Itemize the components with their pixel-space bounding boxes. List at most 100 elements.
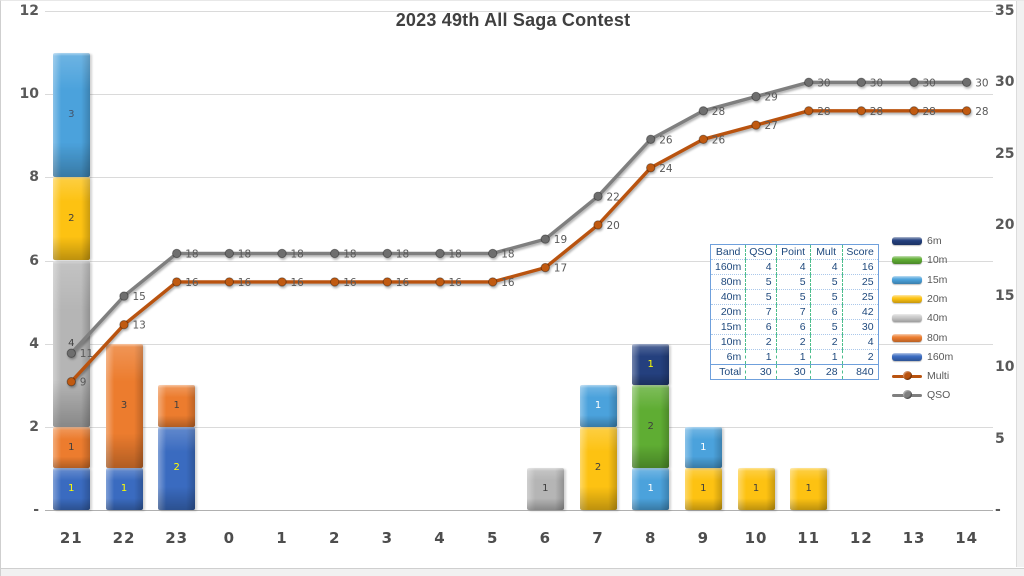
gridline <box>45 11 993 12</box>
multi-marker <box>856 106 866 116</box>
bar-segment-6m-8h <box>632 343 670 386</box>
qso-marker <box>751 91 761 102</box>
qso-data-label: 30 <box>870 77 883 89</box>
table-cell: 2 <box>809 334 843 350</box>
left-axis-tick: - <box>33 502 39 518</box>
right-axis-tick: 10 <box>995 359 1015 376</box>
qso-marker <box>277 248 287 259</box>
table-cell: 4 <box>775 259 811 275</box>
table-row-80m: 80m 5 5 5 25 <box>710 274 879 290</box>
qso-marker <box>435 248 445 259</box>
bar-segment-40m-6h <box>526 468 564 510</box>
table-cell: 25 <box>841 274 879 290</box>
table-cell: 7 <box>745 304 777 320</box>
window-edge-right <box>1016 1 1024 567</box>
table-row-20m: 20m 7 7 6 42 <box>710 304 879 320</box>
bar-segment-160m-22h <box>105 468 143 510</box>
x-axis-label: 11 <box>797 529 821 547</box>
x-axis-label: 6 <box>539 529 552 547</box>
bar-segment-160m-23h <box>158 426 196 510</box>
multi-marker <box>804 106 814 116</box>
gridline <box>45 177 993 179</box>
table-cell: 20m <box>710 304 746 320</box>
multi-marker <box>909 106 919 116</box>
multi-line-series <box>66 106 972 387</box>
table-cell: 6 <box>775 319 811 335</box>
legend-label: 15m <box>927 273 948 286</box>
x-axis-label: 2 <box>328 529 341 547</box>
legend-item-6m: 6m <box>892 232 942 250</box>
160m-series-swatch-icon <box>892 352 922 361</box>
table-header-cell: Band <box>715 246 741 258</box>
table-row-40m: 40m 5 5 5 25 <box>710 289 879 305</box>
table-cell: 6 <box>745 319 777 335</box>
multi-marker <box>488 277 498 287</box>
table-cell: 16 <box>841 259 879 275</box>
qso-data-label: 18 <box>238 248 251 260</box>
table-cell: 1 <box>775 349 811 365</box>
multi-marker <box>646 163 656 173</box>
table-cell: 2 <box>775 334 811 350</box>
qso-series-line-icon <box>892 386 922 404</box>
qso-marker <box>540 234 550 244</box>
table-row-10m: 10m 2 2 2 4 <box>710 334 879 350</box>
left-axis-tick: 12 <box>19 3 39 19</box>
table-cell: 6m <box>710 349 746 365</box>
qso-data-label: 30 <box>975 77 988 89</box>
qso-marker <box>172 248 182 259</box>
bar-segment-15m-9h <box>684 426 722 469</box>
legend-label: QSO <box>927 389 951 402</box>
qso-data-label: 28 <box>712 106 725 118</box>
window-edge-bottom <box>1 568 1024 576</box>
bar-segment-20m-11h <box>790 468 828 510</box>
x-axis-label: 12 <box>849 529 873 547</box>
table-cell: 5 <box>745 274 777 290</box>
bar-segment-20m-21h <box>52 177 90 261</box>
table-cell: 25 <box>841 289 879 305</box>
left-axis-tick: 6 <box>29 252 39 269</box>
bar-segment-80m-23h <box>158 385 196 427</box>
multi-data-label: 28 <box>817 106 830 118</box>
multi-data-label: 24 <box>659 163 673 175</box>
legend-item-160m: 160m <box>892 348 953 366</box>
qso-data-label: 18 <box>343 248 356 260</box>
multi-data-label: 28 <box>923 106 936 118</box>
qso-marker <box>119 291 129 301</box>
multi-data-label: 16 <box>396 277 410 289</box>
x-axis-label: 0 <box>223 529 236 547</box>
multi-data-label: 17 <box>554 263 567 275</box>
legend-label: 160m <box>927 350 954 363</box>
table-cell: 5 <box>809 319 843 335</box>
gridline <box>45 426 993 428</box>
legend-line-marker <box>903 371 912 381</box>
qso-data-label: 18 <box>291 248 304 260</box>
table-header-cell: QSO <box>745 244 777 260</box>
qso-marker <box>382 248 392 259</box>
table-cell: 4 <box>745 259 777 275</box>
x-axis-label: 21 <box>59 529 83 547</box>
bar-segment-20m-9h <box>684 468 722 510</box>
multi-line <box>70 109 967 383</box>
bar-segment-80m-22h <box>105 343 143 469</box>
multi-marker <box>751 120 761 130</box>
right-axis-tick: 25 <box>995 145 1015 162</box>
x-axis-line <box>45 510 993 511</box>
bar-segment-20m-10h <box>737 468 775 510</box>
multi-data-label: 16 <box>291 277 305 289</box>
multi-marker <box>66 377 77 387</box>
qso-marker <box>804 77 814 88</box>
multi-marker <box>698 134 708 145</box>
x-axis-label: 23 <box>165 529 189 547</box>
x-axis-label: 13 <box>902 529 926 547</box>
qso-data-label: 22 <box>607 191 620 203</box>
6m-series-swatch-icon <box>892 237 922 245</box>
qso-data-label: 29 <box>765 92 778 104</box>
legend-item-qso: QSO <box>892 386 950 404</box>
qso-marker <box>330 248 340 259</box>
table-cell: 4 <box>809 259 843 275</box>
qso-marker <box>856 77 866 88</box>
10m-series-swatch-icon <box>892 256 922 265</box>
multi-marker <box>540 262 550 273</box>
table-cell: 15m <box>710 319 746 335</box>
